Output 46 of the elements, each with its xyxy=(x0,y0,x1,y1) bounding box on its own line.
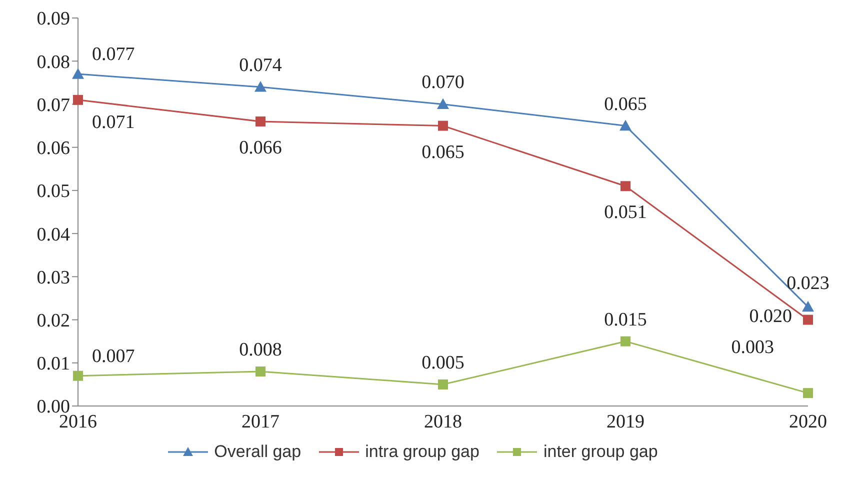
data-label: 0.015 xyxy=(604,309,647,330)
data-label: 0.065 xyxy=(422,142,464,163)
point xyxy=(620,181,630,192)
data-label: 0.065 xyxy=(604,94,647,115)
data-label: 0.005 xyxy=(422,352,464,374)
point xyxy=(72,68,84,79)
y-tick-label: 0.05 xyxy=(36,181,70,202)
data-label: 0.066 xyxy=(239,137,282,158)
y-tick-label: 0.07 xyxy=(36,94,70,116)
y-tick-label: 0.01 xyxy=(36,354,70,375)
data-label: 0.074 xyxy=(239,54,282,76)
legend-label: intra group gap xyxy=(364,442,480,462)
point xyxy=(256,366,266,377)
data-label: 0.023 xyxy=(786,272,830,294)
data-label: 0.003 xyxy=(731,337,774,358)
point xyxy=(803,388,813,398)
point xyxy=(620,336,630,346)
data-label: 0.020 xyxy=(749,306,792,327)
point xyxy=(254,80,266,92)
point xyxy=(437,98,449,110)
x-tick-label: 2018 xyxy=(424,411,462,432)
data-label: 0.077 xyxy=(92,44,135,66)
x-tick-label: 2020 xyxy=(789,411,827,432)
y-tick-label: 0.04 xyxy=(36,224,70,246)
point xyxy=(438,120,448,131)
data-label: 0.007 xyxy=(92,346,135,367)
data-label: 0.071 xyxy=(92,112,135,133)
y-tick-label: 0.02 xyxy=(36,310,70,332)
legend-label: Overall gap xyxy=(213,442,302,462)
x-tick-label: 2017 xyxy=(242,411,280,432)
point xyxy=(620,120,632,131)
y-tick-label: 0.08 xyxy=(36,52,70,73)
y-tick-label: 0.03 xyxy=(36,267,70,288)
y-tick-label: 0.09 xyxy=(36,8,70,30)
x-tick-label: 2019 xyxy=(606,411,644,432)
point xyxy=(802,300,814,312)
point xyxy=(73,370,83,381)
data-label: 0.070 xyxy=(422,72,464,94)
data-label: 0.008 xyxy=(239,340,282,361)
point xyxy=(73,94,83,105)
legend-label: inter group gap xyxy=(542,442,658,462)
y-tick-label: 0.06 xyxy=(36,138,70,160)
point xyxy=(803,314,813,325)
point xyxy=(438,379,448,390)
point xyxy=(256,116,266,126)
data-label: 0.051 xyxy=(604,202,647,224)
